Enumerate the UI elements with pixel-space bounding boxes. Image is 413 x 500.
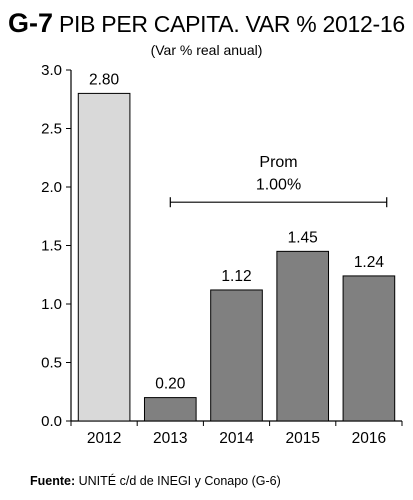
bar-chart: 0.0 0.5 1.0 1.5 2.0 2.5 3.0 2012 2013 2014 2015 201…	[41, 62, 403, 447]
data-label-2012: 2.80	[89, 71, 120, 88]
source-note: Fuente: UNITÉ c/d de INEGI y Conapo (G-6…	[30, 474, 281, 488]
bar-2016	[342, 275, 396, 422]
data-label-2013: 0.20	[155, 376, 186, 393]
bar-2012	[77, 92, 131, 422]
bracket-label-line1: Prom	[259, 154, 297, 171]
y-tick-label: 0.0	[41, 413, 62, 430]
y-tick-label: 1.5	[41, 238, 62, 255]
average-bracket: Prom 1.00%	[169, 154, 388, 208]
bar-2014	[210, 289, 263, 422]
bar-2013	[143, 397, 197, 422]
y-tick-label: 1.0	[41, 296, 62, 313]
x-tick-label-2014: 2014	[219, 430, 254, 447]
source-text: UNITÉ c/d de INEGI y Conapo (G-6)	[78, 474, 281, 488]
chart-axes: 0.0 0.5 1.0 1.5 2.0 2.5 3.0 2012 2013 2014 2015 201…	[41, 62, 403, 447]
x-tick-label-2015: 2015	[285, 430, 319, 447]
bar-2015	[276, 250, 330, 422]
chart-subtitle: (Var % real anual)	[150, 42, 263, 58]
source-label: Fuente:	[30, 474, 76, 488]
x-tick-label-2012: 2012	[87, 430, 121, 447]
bracket-label-line2: 1.00%	[256, 176, 301, 193]
y-tick-label: 3.0	[41, 62, 62, 79]
y-tick-label: 2.5	[41, 121, 62, 138]
data-label-2014: 1.12	[221, 268, 251, 285]
x-tick-label-2016: 2016	[352, 430, 386, 447]
chart-bars	[77, 92, 396, 422]
chart-data-labels: 2.80 0.20 1.12 1.45 1.24	[89, 71, 384, 392]
x-tick-label-2013: 2013	[153, 430, 187, 447]
y-tick-label: 0.5	[41, 355, 62, 372]
chart-title: G-7 PIB PER CAPITA. VAR % 2012-16	[8, 8, 408, 42]
chart-code: G-7	[8, 8, 54, 38]
data-label-2016: 1.24	[354, 254, 385, 271]
y-tick-label: 2.0	[41, 179, 62, 196]
data-label-2015: 1.45	[288, 229, 318, 246]
chart-title-text: PIB PER CAPITA. VAR % 2012-16	[59, 11, 405, 37]
